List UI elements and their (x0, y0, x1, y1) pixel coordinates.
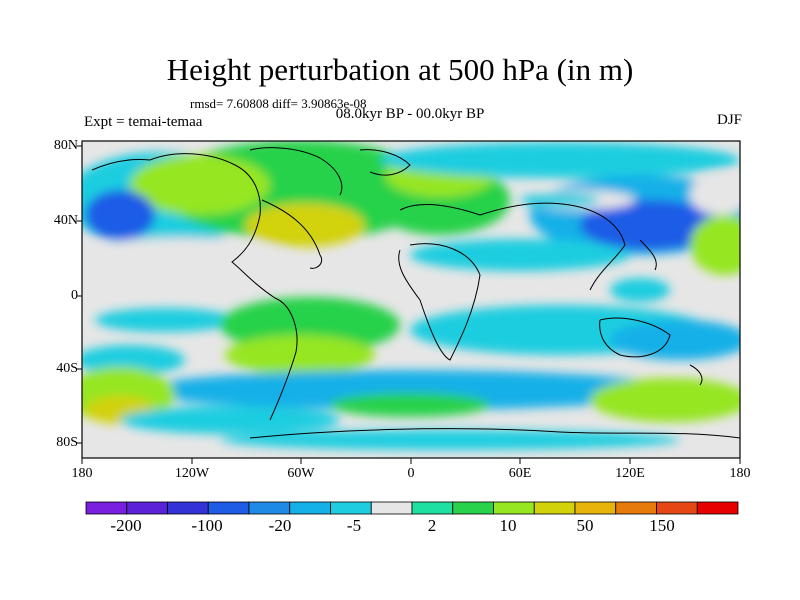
colorbar-label: 50 (576, 516, 594, 535)
colorbar-label: -5 (346, 516, 362, 535)
colorbar-swatch (330, 501, 372, 515)
colorbar-swatch (167, 501, 209, 515)
colorbar-label: 2 (427, 516, 437, 535)
colorbar-swatch (289, 501, 331, 515)
colorbar-swatch (126, 501, 168, 515)
lat-label: 80N (53, 138, 78, 153)
colorbar-swatch (370, 501, 413, 515)
period-text: 08.0kyr BP - 00.0kyr BP (335, 106, 485, 122)
experiment-label: Expt = temai-temaa (84, 114, 203, 130)
stats-text: rmsd= 7.60808 diff= 3.90863e-08 (190, 96, 367, 111)
colorbar-swatch (207, 501, 250, 515)
lon-label: 180 (729, 466, 751, 481)
axis-ticks (77, 145, 741, 464)
colorbar-swatch (615, 501, 657, 515)
plot-title: Height perturbation at 500 hPa (in m) (166, 52, 634, 87)
colorbar-label: -100 (191, 516, 223, 535)
lon-label: 60W (287, 466, 315, 481)
colorbar-label: -20 (268, 516, 292, 535)
lon-label: 120W (174, 466, 210, 481)
season-label: DJF (716, 112, 742, 128)
lat-label: 80S (56, 435, 78, 450)
colorbar-swatch (533, 501, 576, 515)
lon-label: 180 (71, 466, 93, 481)
lat-label: 40S (56, 361, 78, 376)
lat-label: 40N (53, 213, 78, 228)
colorbar-swatch (696, 501, 739, 515)
lon-label: 120E (615, 466, 645, 481)
lat-label: 0 (71, 288, 78, 303)
coastlines (91, 147, 740, 439)
colorbar-label: 10 (499, 516, 517, 535)
colorbar-swatch (248, 501, 291, 515)
lon-label: 0 (407, 466, 415, 481)
colorbar-label: 150 (649, 516, 675, 535)
colorbar-swatch (452, 501, 494, 515)
height-field (82, 141, 740, 458)
colorbar-swatch (85, 501, 128, 515)
colorbar-label: -200 (110, 516, 142, 535)
colorbar-swatch (411, 501, 454, 515)
colorbar-swatch (574, 501, 617, 515)
colorbar (85, 501, 739, 515)
colorbar-swatch (493, 501, 535, 515)
lon-label: 60E (508, 466, 532, 481)
colorbar-swatch (656, 501, 698, 515)
